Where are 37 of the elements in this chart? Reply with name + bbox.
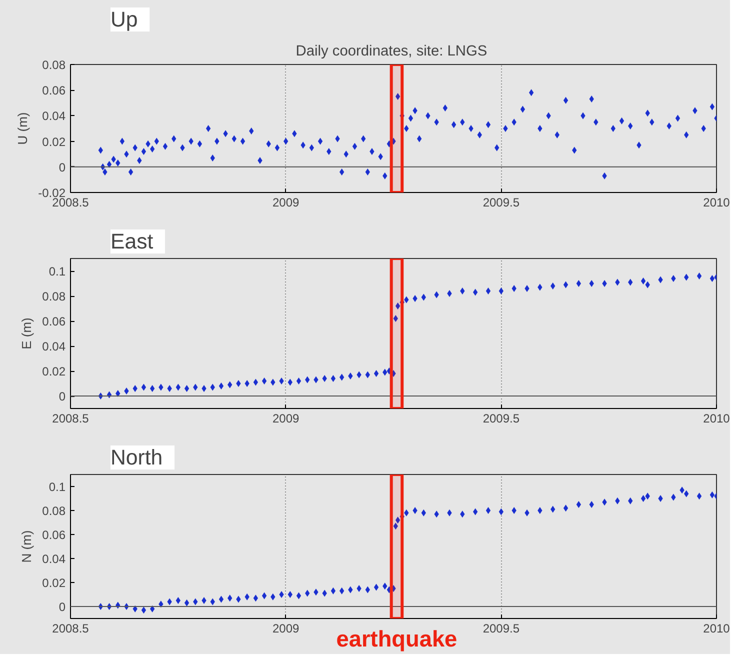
x-tick-label: 2009 xyxy=(272,412,300,426)
y-tick-label: 0.08 xyxy=(42,58,66,72)
y-tick-label: 0.02 xyxy=(42,134,66,149)
y-tick-label: 0.04 xyxy=(42,109,66,124)
y-axis-title: E (m) xyxy=(19,318,34,350)
y-tick-label: 0.04 xyxy=(42,340,66,354)
y-axis-title: U (m) xyxy=(15,112,30,145)
y-tick-label: 0.1 xyxy=(48,264,66,278)
y-tick-label: 0.08 xyxy=(42,504,66,518)
y-tick-label: 0 xyxy=(58,390,66,404)
x-tick-label: 2010 xyxy=(703,196,730,210)
y-tick-label: 0.04 xyxy=(42,552,66,566)
x-tick-label: 2009.5 xyxy=(482,412,520,426)
band-label: earthquake xyxy=(336,626,458,652)
y-tick-label: 0 xyxy=(58,600,66,614)
x-tick-label: 2009.5 xyxy=(482,622,520,636)
x-tick-label: 2008.5 xyxy=(52,196,90,210)
y-tick-label: 0.06 xyxy=(42,528,66,542)
y-tick-label: 0.06 xyxy=(42,314,66,328)
x-tick-label: 2010 xyxy=(703,412,730,426)
x-tick-label: 2009.5 xyxy=(482,196,520,210)
x-tick-label: 2009 xyxy=(272,196,300,210)
y-tick-label: 0.06 xyxy=(42,84,66,98)
chart-title: North xyxy=(110,446,163,470)
y-tick-label: 0.02 xyxy=(42,364,66,378)
y-tick-label: 0 xyxy=(58,160,66,174)
x-tick-label: 2008.5 xyxy=(52,412,90,426)
y-tick-label: 0.02 xyxy=(42,576,66,590)
x-tick-label: 2008.5 xyxy=(52,622,90,636)
y-tick-label: 0.1 xyxy=(48,480,66,494)
chart-title: East xyxy=(110,230,154,254)
x-tick-label: 2010 xyxy=(703,622,730,636)
x-tick-label: 2009 xyxy=(272,622,300,636)
chart-subtitle: Daily coordinates, site: LNGS xyxy=(296,44,488,60)
y-tick-label: 0.08 xyxy=(42,290,66,304)
chart-title: Up xyxy=(110,8,138,32)
y-axis-title: N (m) xyxy=(19,530,34,563)
